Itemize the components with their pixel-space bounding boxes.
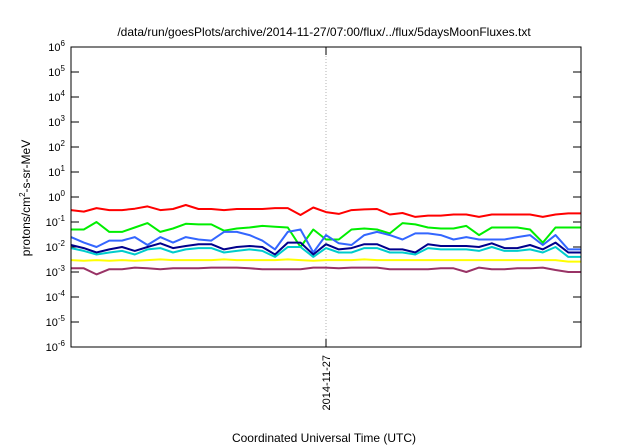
y-tick-label: 104 [48,89,65,104]
series-line-2 [71,221,581,248]
y-tick-label: 100 [48,189,65,204]
series-line-4 [70,241,581,256]
y-tick-label: 10-1 [46,214,66,229]
y-tick-label: 101 [48,164,65,179]
series-line-3 [70,228,581,254]
y-tick-label: 10-3 [46,264,66,279]
y-axis-label-sup: 2 [18,192,27,197]
y-tick-label: 10-6 [46,339,66,354]
x-axis-label: Coordinated Universal Time (UTC) [232,431,416,445]
y-tick-labels: 106 105 104 103 102 101 100 10-1 10-2 10-3 10-4 10-… [46,39,66,354]
y-tick-label: 10-2 [46,239,66,254]
y-axis-label-rest: -s-sr-MeV [19,140,33,193]
series-line-1 [70,204,581,218]
y-tick-label: 10-4 [46,289,66,304]
y-tick-label: 105 [48,64,65,79]
y-tick-label: 102 [48,139,65,154]
series-line-6 [70,258,581,263]
series-group [70,204,581,276]
y-axis-label-main: protons/cm [19,197,33,256]
y-tick-label: 106 [48,39,65,54]
x-tick-label: 2014-11-27 [321,355,333,410]
series-line-5 [70,246,581,258]
y-axis-label: protons/cm2-s-sr-MeV [18,140,33,256]
y-tick-label: 10-5 [46,314,66,329]
y-tick-label: 103 [48,114,65,129]
plot-frame [70,46,582,348]
chart-title: /data/run/goesPlots/archive/2014-11-27/0… [117,25,531,39]
series-line-7 [71,266,581,276]
